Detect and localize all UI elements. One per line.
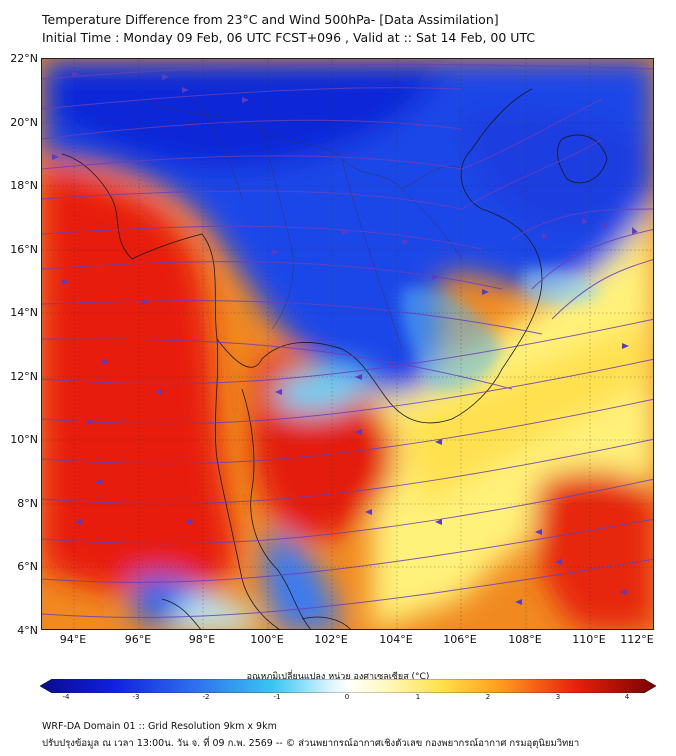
colorbar-tick: 2 bbox=[485, 693, 491, 701]
colorbar-tick: 3 bbox=[555, 693, 561, 701]
lat-label-14n: 14°N bbox=[10, 306, 38, 319]
lat-label-10n: 10°N bbox=[10, 433, 38, 446]
chart-subtitle: Initial Time : Monday 09 Feb, 06 UTC FCS… bbox=[42, 30, 536, 45]
chart-title: Temperature Difference from 23°C and Win… bbox=[42, 12, 499, 27]
lat-label-18n: 18°N bbox=[10, 179, 38, 192]
lon-label-102e: 102°E bbox=[314, 633, 348, 646]
footer-model-info: WRF-DA Domain 01 :: Grid Resolution 9km … bbox=[42, 721, 277, 732]
map-panel bbox=[41, 58, 654, 630]
lon-label-98e: 98°E bbox=[188, 633, 216, 646]
lat-label-6n: 6°N bbox=[17, 560, 38, 573]
lat-lon-grid bbox=[42, 59, 653, 629]
lon-label-112e: 112°E bbox=[620, 633, 654, 646]
colorbar-tick: 0 bbox=[344, 693, 350, 701]
lat-label-4n: 4°N bbox=[17, 624, 38, 637]
colorbar-tick: 1 bbox=[415, 693, 421, 701]
colorbar-title: อุณหภูมิเปลี่ยนแปลง หน่วย องศาเซลเซียส (… bbox=[246, 672, 430, 682]
lat-label-20n: 20°N bbox=[10, 116, 38, 129]
colorbar bbox=[40, 679, 656, 693]
lon-label-96e: 96°E bbox=[124, 633, 152, 646]
temperature-shading bbox=[42, 59, 653, 629]
lon-label-94e: 94°E bbox=[59, 633, 87, 646]
lon-label-110e: 110°E bbox=[572, 633, 606, 646]
lat-label-8n: 8°N bbox=[17, 497, 38, 510]
lon-label-104e: 104°E bbox=[379, 633, 413, 646]
footer-credit: ปรับปรุงข้อมูล ณ เวลา 13:00น. วัน จ. ที่… bbox=[42, 738, 580, 749]
coastlines bbox=[61, 88, 608, 629]
colorbar-tick: -2 bbox=[202, 693, 210, 701]
colorbar-tick: -1 bbox=[273, 693, 281, 701]
lat-label-12n: 12°N bbox=[10, 370, 38, 383]
lat-label-16n: 16°N bbox=[10, 243, 38, 256]
colorbar-tick: -3 bbox=[132, 693, 140, 701]
lat-label-22n: 22°N bbox=[10, 52, 38, 65]
colorbar-tick: -4 bbox=[62, 693, 70, 701]
colorbar-tick: 4 bbox=[624, 693, 630, 701]
lon-label-106e: 106°E bbox=[443, 633, 477, 646]
wind-streamlines bbox=[42, 63, 653, 618]
map-field bbox=[42, 59, 653, 629]
country-borders bbox=[141, 88, 463, 350]
lon-label-108e: 108°E bbox=[508, 633, 542, 646]
wind-arrows bbox=[52, 71, 638, 605]
lon-label-100e: 100°E bbox=[250, 633, 284, 646]
